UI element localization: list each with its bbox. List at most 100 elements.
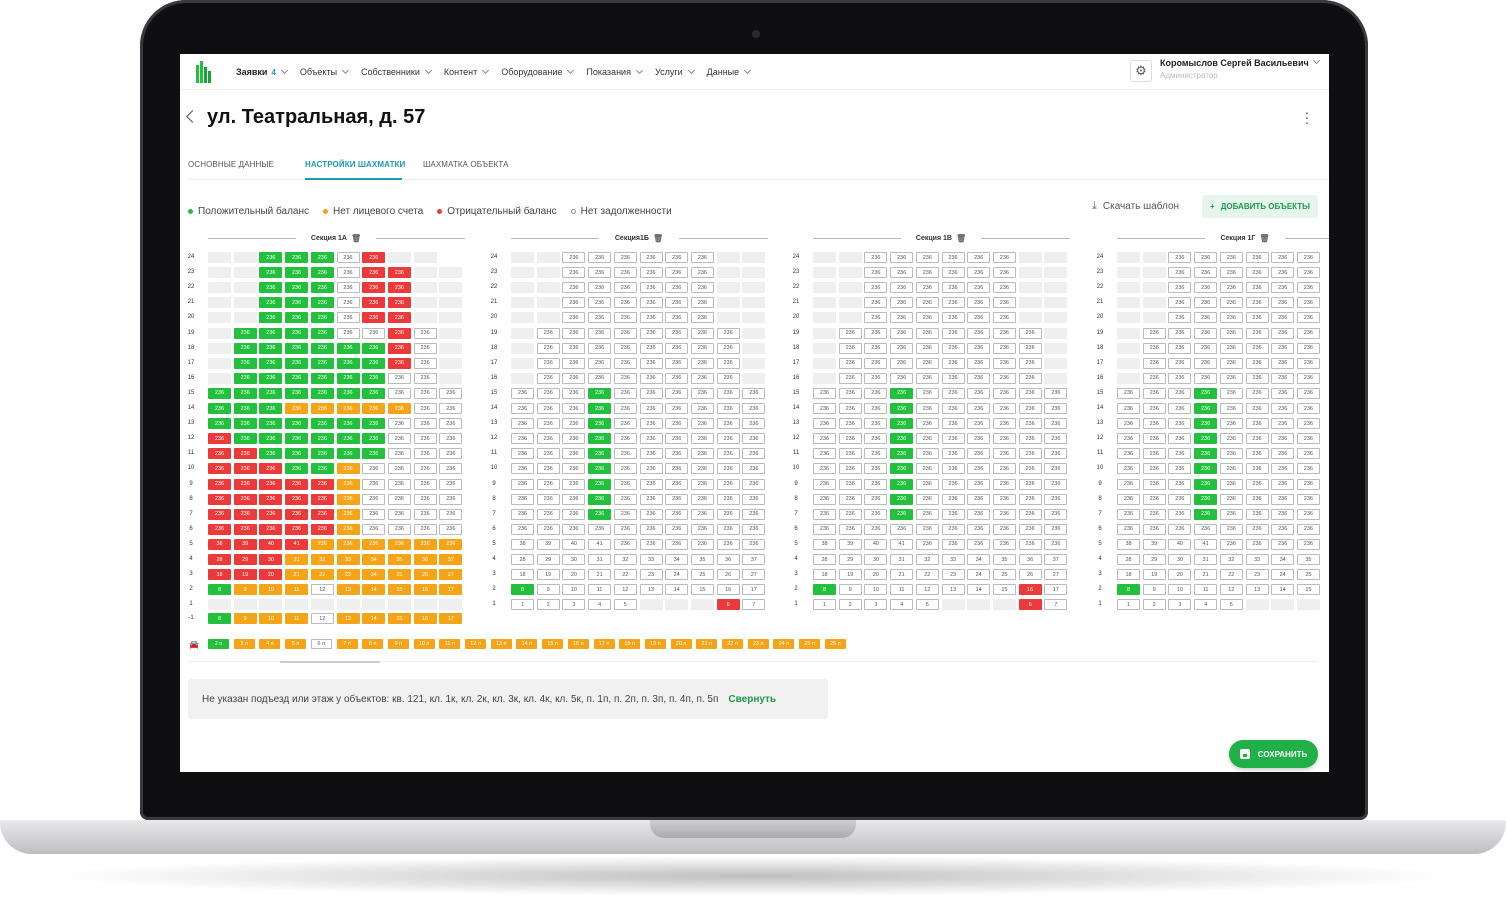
apartment-cell[interactable]: 236 <box>690 387 714 399</box>
parking-cell[interactable]: 13 п <box>490 639 512 649</box>
parking-cell[interactable]: 23 п <box>747 639 769 649</box>
apartment-cell[interactable] <box>1142 297 1166 309</box>
apartment-cell[interactable]: 22 <box>915 569 939 581</box>
apartment-cell[interactable]: 236 <box>362 523 386 535</box>
apartment-cell[interactable]: 236 <box>665 297 689 309</box>
apartment-cell[interactable]: 236 <box>992 267 1016 279</box>
apartment-cell[interactable] <box>413 282 437 294</box>
parking-cell[interactable]: 8 п <box>362 639 384 649</box>
apartment-cell[interactable]: 236 <box>1219 418 1243 430</box>
apartment-cell[interactable]: 9 <box>233 584 257 596</box>
apartment-cell[interactable]: 236 <box>1296 252 1320 263</box>
apartment-cell[interactable]: 1 <box>1117 599 1140 611</box>
apartment-cell[interactable]: 236 <box>742 387 766 399</box>
apartment-cell[interactable]: 236 <box>511 403 534 414</box>
apartment-cell[interactable]: 236 <box>1296 267 1320 279</box>
apartment-cell[interactable]: 236 <box>890 418 914 430</box>
apartment-cell[interactable]: 236 <box>690 297 714 309</box>
apartment-cell[interactable] <box>813 312 836 324</box>
apartment-cell[interactable]: 236 <box>1219 297 1243 309</box>
apartment-cell[interactable]: 236 <box>1245 418 1269 430</box>
apartment-cell[interactable]: 236 <box>336 493 360 505</box>
apartment-cell[interactable] <box>1117 372 1140 384</box>
apartment-cell[interactable] <box>1018 297 1042 309</box>
apartment-cell[interactable]: 236 <box>588 282 612 294</box>
apartment-cell[interactable]: 236 <box>233 493 257 505</box>
apartment-cell[interactable]: 236 <box>915 403 939 414</box>
apartment-cell[interactable]: 236 <box>967 523 991 535</box>
trash-icon[interactable]: 🗑 <box>955 233 967 243</box>
apartment-cell[interactable]: 236 <box>1018 387 1042 399</box>
apartment-cell[interactable]: 236 <box>387 433 411 445</box>
apartment-cell[interactable]: 15 <box>992 584 1016 596</box>
apartment-cell[interactable] <box>413 312 437 324</box>
apartment-cell[interactable]: 236 <box>967 478 991 490</box>
apartment-cell[interactable]: 236 <box>562 508 586 520</box>
apartment-cell[interactable]: 8 <box>1117 584 1140 596</box>
apartment-cell[interactable]: 236 <box>915 508 939 520</box>
apartment-cell[interactable]: 236 <box>259 357 283 369</box>
apartment-cell[interactable]: 236 <box>310 418 334 430</box>
apartment-cell[interactable]: 236 <box>1168 387 1192 399</box>
apartment-cell[interactable]: 236 <box>1044 433 1068 445</box>
apartment-cell[interactable]: 236 <box>890 478 914 490</box>
tab-grid-settings[interactable]: НАСТРОЙКИ ШАХМАТКИ <box>305 160 406 169</box>
apartment-cell[interactable]: 236 <box>310 327 334 339</box>
apartment-cell[interactable]: 236 <box>285 478 309 490</box>
apartment-cell[interactable]: 236 <box>285 297 309 309</box>
apartment-cell[interactable]: 236 <box>562 342 586 354</box>
apartment-cell[interactable] <box>838 282 862 294</box>
apartment-cell[interactable]: 236 <box>588 463 612 475</box>
apartment-cell[interactable]: 236 <box>915 297 939 309</box>
add-objects-button[interactable]: + ДОБАВИТЬ ОБЪЕКТЫ <box>1202 195 1318 218</box>
parking-cell[interactable]: 5 п <box>285 639 307 649</box>
apartment-cell[interactable]: 236 <box>864 312 888 324</box>
apartment-cell[interactable]: 236 <box>259 312 283 324</box>
apartment-cell[interactable]: 23 <box>1245 569 1269 581</box>
apartment-cell[interactable]: 236 <box>1194 508 1218 520</box>
parking-cell[interactable]: 20 п <box>670 639 692 649</box>
tab-object-grid[interactable]: ШАХМАТКА ОБЪЕКТА <box>423 160 509 169</box>
apartment-cell[interactable]: 236 <box>665 448 689 460</box>
apartment-cell[interactable] <box>413 599 437 611</box>
apartment-cell[interactable]: 236 <box>413 403 437 414</box>
trash-icon[interactable]: 🗑 <box>1259 233 1270 243</box>
apartment-cell[interactable]: 236 <box>1018 478 1042 490</box>
apartment-cell[interactable]: 236 <box>1271 493 1295 505</box>
apartment-cell[interactable]: 236 <box>310 508 334 520</box>
apartment-cell[interactable]: 236 <box>1296 387 1320 399</box>
apartment-cell[interactable]: 236 <box>864 478 888 490</box>
apartment-cell[interactable] <box>233 297 257 309</box>
apartment-cell[interactable]: 236 <box>1271 297 1295 309</box>
apartment-cell[interactable]: 4 <box>1194 599 1218 611</box>
apartment-cell[interactable]: 26 <box>1018 569 1042 581</box>
apartment-cell[interactable] <box>742 297 766 309</box>
apartment-cell[interactable]: 16 <box>1018 584 1042 596</box>
apartment-cell[interactable] <box>233 267 257 279</box>
apartment-cell[interactable]: 236 <box>1271 463 1295 475</box>
apartment-cell[interactable] <box>439 267 463 279</box>
apartment-cell[interactable]: 236 <box>1168 282 1192 294</box>
apartment-cell[interactable]: 236 <box>1168 252 1192 263</box>
apartment-cell[interactable]: 236 <box>992 372 1016 384</box>
apartment-cell[interactable] <box>439 357 463 369</box>
apartment-cell[interactable]: 236 <box>285 252 309 263</box>
apartment-cell[interactable]: 31 <box>588 554 612 565</box>
parking-cell[interactable]: 12 п <box>465 639 486 649</box>
trash-icon[interactable]: 🗑 <box>652 233 664 243</box>
apartment-cell[interactable]: 3 <box>1168 599 1192 611</box>
apartment-cell[interactable] <box>1117 252 1140 263</box>
apartment-cell[interactable]: 236 <box>536 357 560 369</box>
apartment-cell[interactable]: 236 <box>259 493 283 505</box>
apartment-cell[interactable]: 10 <box>259 584 283 596</box>
apartment-cell[interactable]: 24 <box>967 569 991 581</box>
apartment-cell[interactable] <box>838 297 862 309</box>
apartment-cell[interactable]: 236 <box>665 267 689 279</box>
apartment-cell[interactable]: 236 <box>285 463 309 475</box>
apartment-cell[interactable]: 30 <box>259 554 283 565</box>
apartment-cell[interactable]: 13 <box>1245 584 1269 596</box>
apartment-cell[interactable]: 15 <box>1296 584 1320 596</box>
apartment-cell[interactable]: 236 <box>838 372 862 384</box>
apartment-cell[interactable]: 236 <box>362 297 386 309</box>
apartment-cell[interactable]: 236 <box>233 448 257 460</box>
